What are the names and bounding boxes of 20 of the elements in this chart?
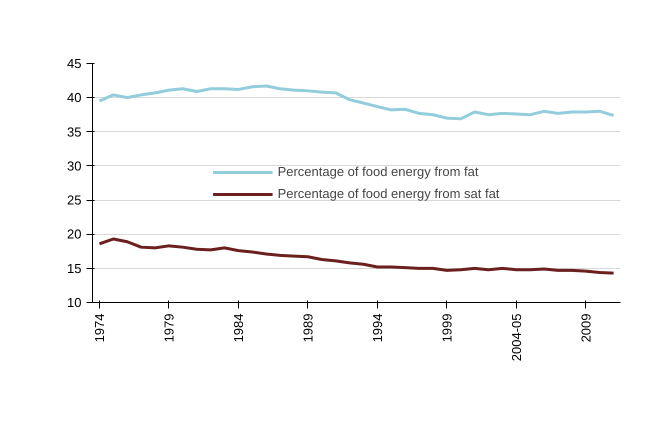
x-tick-label: 1999 — [439, 314, 454, 342]
legend-label: Percentage of food energy from sat fat — [278, 186, 500, 201]
y-tick-label: 10 — [67, 295, 82, 310]
y-tick-label: 15 — [67, 260, 82, 276]
y-tick-label: 30 — [67, 158, 82, 174]
y-tick-label: 25 — [67, 192, 82, 208]
x-tick-label: 1974 — [92, 314, 107, 342]
x-tick-label: 2009 — [578, 314, 594, 342]
x-tick-label: 1989 — [300, 314, 316, 342]
x-tick-label: 1979 — [161, 314, 176, 342]
y-tick-label: 35 — [67, 124, 82, 140]
legend-label: Percentage of food energy from fat — [278, 164, 478, 179]
line-series — [98, 237, 616, 275]
y-tick-label: 20 — [67, 226, 82, 242]
line-series — [98, 84, 616, 120]
x-tick-label: 1994 — [370, 314, 385, 342]
x-tick-label: 1984 — [230, 314, 246, 342]
y-tick-label: 45 — [67, 56, 82, 71]
y-tick-label: 40 — [67, 90, 82, 106]
x-tick-label: 2004-05 — [508, 313, 524, 362]
